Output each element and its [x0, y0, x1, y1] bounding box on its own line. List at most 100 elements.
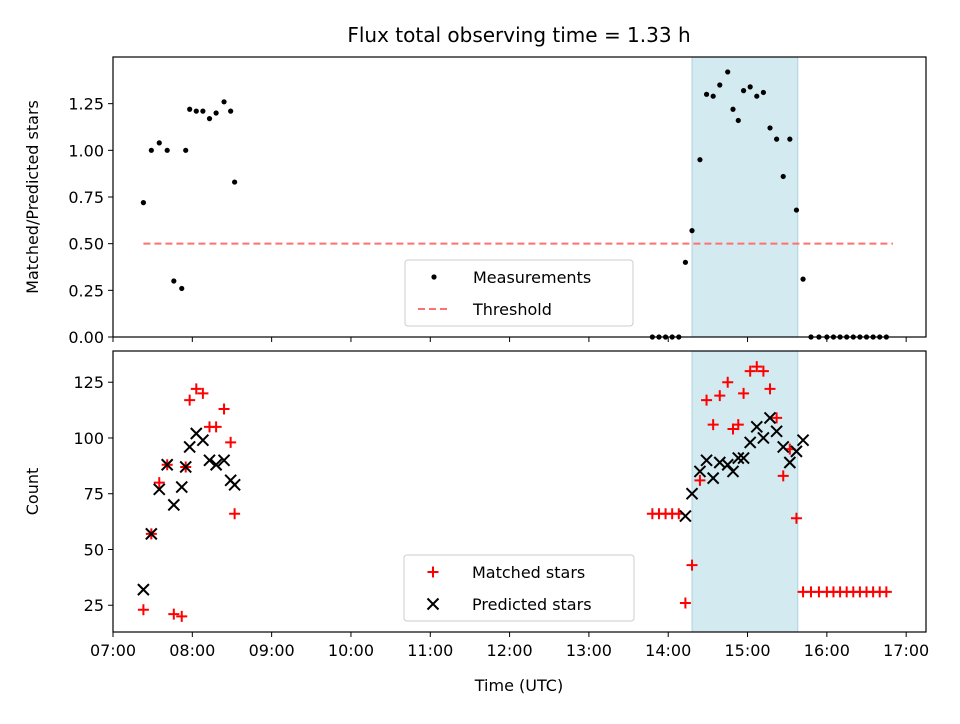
data-point — [196, 433, 210, 447]
data-point — [686, 559, 698, 571]
data-point — [183, 440, 196, 454]
data-point — [740, 88, 747, 94]
data-point — [747, 84, 753, 90]
data-point — [743, 436, 757, 449]
data-point — [175, 480, 188, 494]
data-point — [210, 421, 222, 433]
y-tick-label: 0.25 — [68, 281, 104, 300]
data-point — [700, 454, 713, 467]
data-point — [735, 117, 741, 124]
legend-label: Measurements — [473, 268, 591, 287]
x-tick-label: 15:00 — [724, 641, 770, 660]
data-point — [164, 147, 170, 153]
data-point — [706, 471, 720, 485]
data-point — [707, 419, 719, 431]
data-point — [153, 483, 166, 496]
data-point — [179, 460, 192, 474]
x-tick-label: 10:00 — [328, 641, 374, 660]
data-point — [880, 586, 892, 598]
y-axis-label: Count — [23, 468, 42, 516]
data-point — [190, 383, 202, 395]
y-tick-label: 0.75 — [68, 188, 104, 207]
x-tick-label: 12:00 — [487, 641, 533, 660]
y-tick-label: 125 — [73, 373, 104, 392]
y-tick-label: 50 — [84, 540, 104, 559]
data-point — [137, 604, 149, 616]
data-point — [206, 116, 213, 122]
y-tick-label: 100 — [73, 429, 104, 448]
data-point — [217, 454, 231, 467]
data-point — [148, 147, 154, 153]
data-point — [774, 136, 780, 142]
data-point — [183, 147, 189, 153]
data-point — [679, 597, 691, 609]
data-point — [689, 228, 695, 234]
data-point — [176, 610, 188, 622]
x-tick-label: 08:00 — [169, 641, 215, 660]
data-point — [153, 477, 165, 489]
data-point — [713, 456, 726, 469]
data-point — [225, 436, 237, 448]
data-point — [796, 433, 810, 447]
chart-title: Flux total observing time = 1.33 h — [347, 23, 690, 47]
data-point — [168, 608, 180, 620]
legend-marker — [426, 597, 440, 611]
data-point — [232, 179, 238, 185]
panel-count: 07:00 08:00 09:00 10:00 11:00 12:00 13:00 14:00… — [23, 350, 929, 660]
data-point — [203, 454, 216, 467]
data-point — [767, 125, 773, 131]
data-point — [703, 91, 710, 97]
y-tick-label: 25 — [84, 596, 104, 615]
data-point — [184, 394, 196, 406]
axes-frame — [112, 350, 927, 633]
data-point — [744, 365, 756, 377]
data-point — [790, 512, 802, 524]
legend-box — [403, 554, 635, 622]
data-point — [732, 451, 745, 465]
data-point — [777, 440, 790, 454]
data-point — [137, 583, 150, 596]
data-point — [722, 376, 734, 388]
x-tick-label: 14:00 — [645, 641, 691, 660]
data-point — [770, 425, 783, 438]
data-point — [679, 509, 692, 523]
data-point — [763, 411, 777, 425]
data-point — [156, 140, 162, 146]
data-point — [730, 106, 736, 112]
y-axis-label: Matched/Predicted stars — [23, 100, 42, 294]
data-point — [685, 487, 699, 500]
data-point — [757, 431, 770, 445]
data-point — [726, 465, 740, 478]
data-point — [793, 207, 800, 213]
x-axis-label: Time (UTC) — [474, 676, 563, 695]
x-tick-label: 11:00 — [407, 641, 453, 660]
x-tick-label: 13:00 — [566, 641, 612, 660]
legend-label: Matched stars — [472, 563, 585, 582]
data-point — [764, 383, 776, 395]
data-point — [800, 276, 806, 282]
x-tick-label: 17:00 — [883, 641, 929, 660]
data-point — [200, 108, 206, 114]
panel-ratio: 0.00 0.25 0.50 0.75 1.00 1.25 Matched/Predicte… — [23, 56, 927, 347]
observing-window-shade — [691, 56, 799, 338]
data-point — [750, 420, 763, 434]
data-point — [754, 93, 760, 99]
data-point — [777, 470, 789, 482]
data-point — [701, 394, 713, 406]
data-point — [221, 99, 227, 105]
data-point — [771, 412, 783, 424]
data-point — [682, 259, 689, 265]
observing-window-shade — [691, 350, 799, 633]
data-point — [790, 445, 803, 458]
data-point — [787, 136, 793, 142]
y-tick-label: 1.25 — [68, 95, 104, 114]
y-tick-label: 75 — [84, 485, 104, 504]
data-point — [140, 200, 147, 206]
data-point — [697, 157, 703, 163]
data-point — [179, 285, 185, 292]
x-tick-label: 09:00 — [249, 641, 295, 660]
data-point — [171, 278, 177, 284]
legend-marker — [427, 566, 439, 578]
data-point — [751, 361, 763, 373]
